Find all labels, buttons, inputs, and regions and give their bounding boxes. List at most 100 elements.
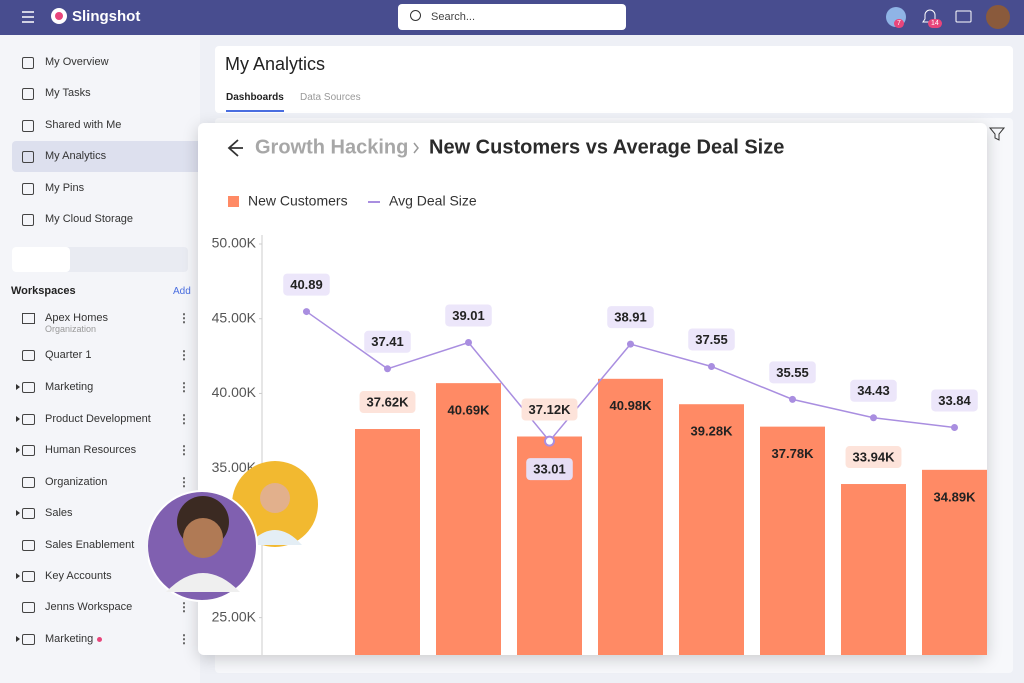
- bar: [760, 426, 825, 655]
- nav-icon: [22, 57, 34, 69]
- line-label: 37.55: [688, 328, 735, 351]
- line-label: 38.91: [607, 306, 654, 329]
- tab[interactable]: Dashboards: [226, 92, 284, 103]
- page-title: My Analytics: [225, 54, 326, 74]
- avatar-shirt: [166, 573, 240, 592]
- expand-arrow[interactable]: [16, 447, 20, 453]
- workspace-name[interactable]: Key Accounts: [45, 570, 112, 582]
- workspace-name[interactable]: Sales: [45, 507, 73, 519]
- more-menu[interactable]: ⋮: [178, 412, 190, 426]
- avatar-face: [260, 483, 290, 513]
- line-label-text: 35.55: [776, 365, 809, 380]
- workspace-icon: [22, 477, 35, 488]
- label-pill: [769, 361, 816, 384]
- expand-arrow[interactable]: [16, 384, 20, 390]
- legend-label: New Customers: [248, 193, 348, 209]
- more-menu[interactable]: ⋮: [178, 380, 190, 394]
- line-point: [303, 308, 310, 316]
- legend-swatch: [228, 196, 239, 207]
- tab-underline: [226, 110, 284, 112]
- search-box[interactable]: Search...: [398, 4, 626, 30]
- y-tick-label: 25.00K: [212, 608, 257, 624]
- workspace-name[interactable]: Marketing: [45, 633, 94, 645]
- expand-arrow[interactable]: [16, 416, 20, 422]
- workspace-name[interactable]: Product Development: [45, 413, 151, 425]
- workspace-icon: [22, 445, 35, 456]
- back-arrow[interactable]: [227, 139, 243, 157]
- workspace-name[interactable]: Jenns Workspace: [45, 601, 133, 613]
- nav-icon: [22, 151, 34, 163]
- add-button[interactable]: Add: [173, 286, 191, 297]
- more-menu[interactable]: ⋮: [178, 475, 190, 489]
- workspace-name[interactable]: Apex Homes: [45, 312, 108, 324]
- menu-icon[interactable]: [22, 11, 34, 23]
- more-menu[interactable]: ⋮: [178, 311, 190, 325]
- line-label-text: 37.55: [695, 332, 728, 347]
- more-menu[interactable]: ⋮: [178, 600, 190, 614]
- bar: [679, 404, 744, 655]
- workspace-name[interactable]: Human Resources: [45, 444, 137, 456]
- nav-item[interactable]: My Overview: [45, 56, 109, 68]
- more-menu[interactable]: ⋮: [178, 632, 190, 646]
- workspace-icon: [22, 508, 35, 519]
- workspace-name[interactable]: Organization: [45, 476, 108, 488]
- line-label: 33.01: [526, 458, 573, 481]
- filter-icon[interactable]: [988, 125, 1008, 145]
- page-header: My Analytics Dashboards Data Sources: [215, 46, 1013, 113]
- nav-item[interactable]: My Pins: [45, 182, 85, 194]
- nav-item[interactable]: My Cloud Storage: [45, 213, 134, 225]
- chart-title: New Customers vs Average Deal Size: [429, 136, 784, 158]
- label-pill: [607, 306, 654, 329]
- line-point: [951, 423, 958, 431]
- workspace-name[interactable]: Quarter 1: [45, 349, 92, 361]
- line-label: 37.41: [364, 330, 411, 353]
- y-tick-label: 35.00K: [212, 459, 257, 475]
- bar: [598, 378, 663, 655]
- nav-icon: [22, 183, 34, 195]
- workspace-icon: [22, 571, 35, 582]
- chart-group: Growth Hacking New Customers vs Average …: [212, 136, 987, 655]
- search-icon: [410, 10, 421, 21]
- expand-arrow[interactable]: [16, 636, 20, 642]
- label-pill: [845, 446, 902, 469]
- top-icons: [22, 5, 1010, 29]
- nav-item[interactable]: Shared with Me: [45, 119, 122, 131]
- label-pill: [521, 398, 578, 421]
- y-tick-label: 50.00K: [212, 235, 257, 251]
- line-label-text: 33.84: [938, 393, 971, 408]
- tab[interactable]: Data Sources: [300, 92, 361, 103]
- line-label-text: 40.89: [290, 277, 323, 292]
- collaborator-avatars: [148, 461, 318, 602]
- workspace-icon: [22, 540, 35, 551]
- label-pill: [526, 458, 573, 481]
- more-menu[interactable]: ⋮: [178, 348, 190, 362]
- chart-card: Growth Hacking New Customers vs Average …: [198, 123, 987, 655]
- line-label: 33.84: [931, 389, 978, 412]
- workspace-name[interactable]: Marketing: [45, 381, 94, 393]
- line-point: [465, 338, 472, 346]
- more-menu[interactable]: ⋮: [178, 443, 190, 457]
- user-avatar[interactable]: [986, 5, 1010, 29]
- bar-label: 39.28K: [691, 424, 734, 439]
- expand-arrow[interactable]: [16, 510, 20, 516]
- y-tick-label: 45.00K: [212, 309, 257, 325]
- nav-item[interactable]: My Tasks: [45, 87, 91, 99]
- chat-icon[interactable]: [955, 10, 972, 23]
- line-point: [627, 340, 634, 348]
- label-pill: [931, 389, 978, 412]
- breadcrumb[interactable]: Growth Hacking: [255, 136, 408, 158]
- label-pill: [359, 391, 416, 414]
- line-label-text: 38.91: [614, 310, 647, 325]
- bar-label: 37.78K: [772, 446, 815, 461]
- bell-icon[interactable]: [922, 9, 938, 23]
- active-tab[interactable]: [12, 247, 70, 272]
- nav-icon: [22, 88, 34, 100]
- label-pill: [445, 304, 492, 327]
- workspace-icon: [22, 313, 35, 324]
- expand-arrow[interactable]: [16, 573, 20, 579]
- nav-item[interactable]: My Analytics: [45, 150, 107, 162]
- y-tick-label: 40.00K: [212, 384, 257, 400]
- line-label: 40.89: [283, 273, 330, 296]
- workspace-icon: [22, 634, 35, 645]
- workspace-name[interactable]: Sales Enablement: [45, 539, 135, 551]
